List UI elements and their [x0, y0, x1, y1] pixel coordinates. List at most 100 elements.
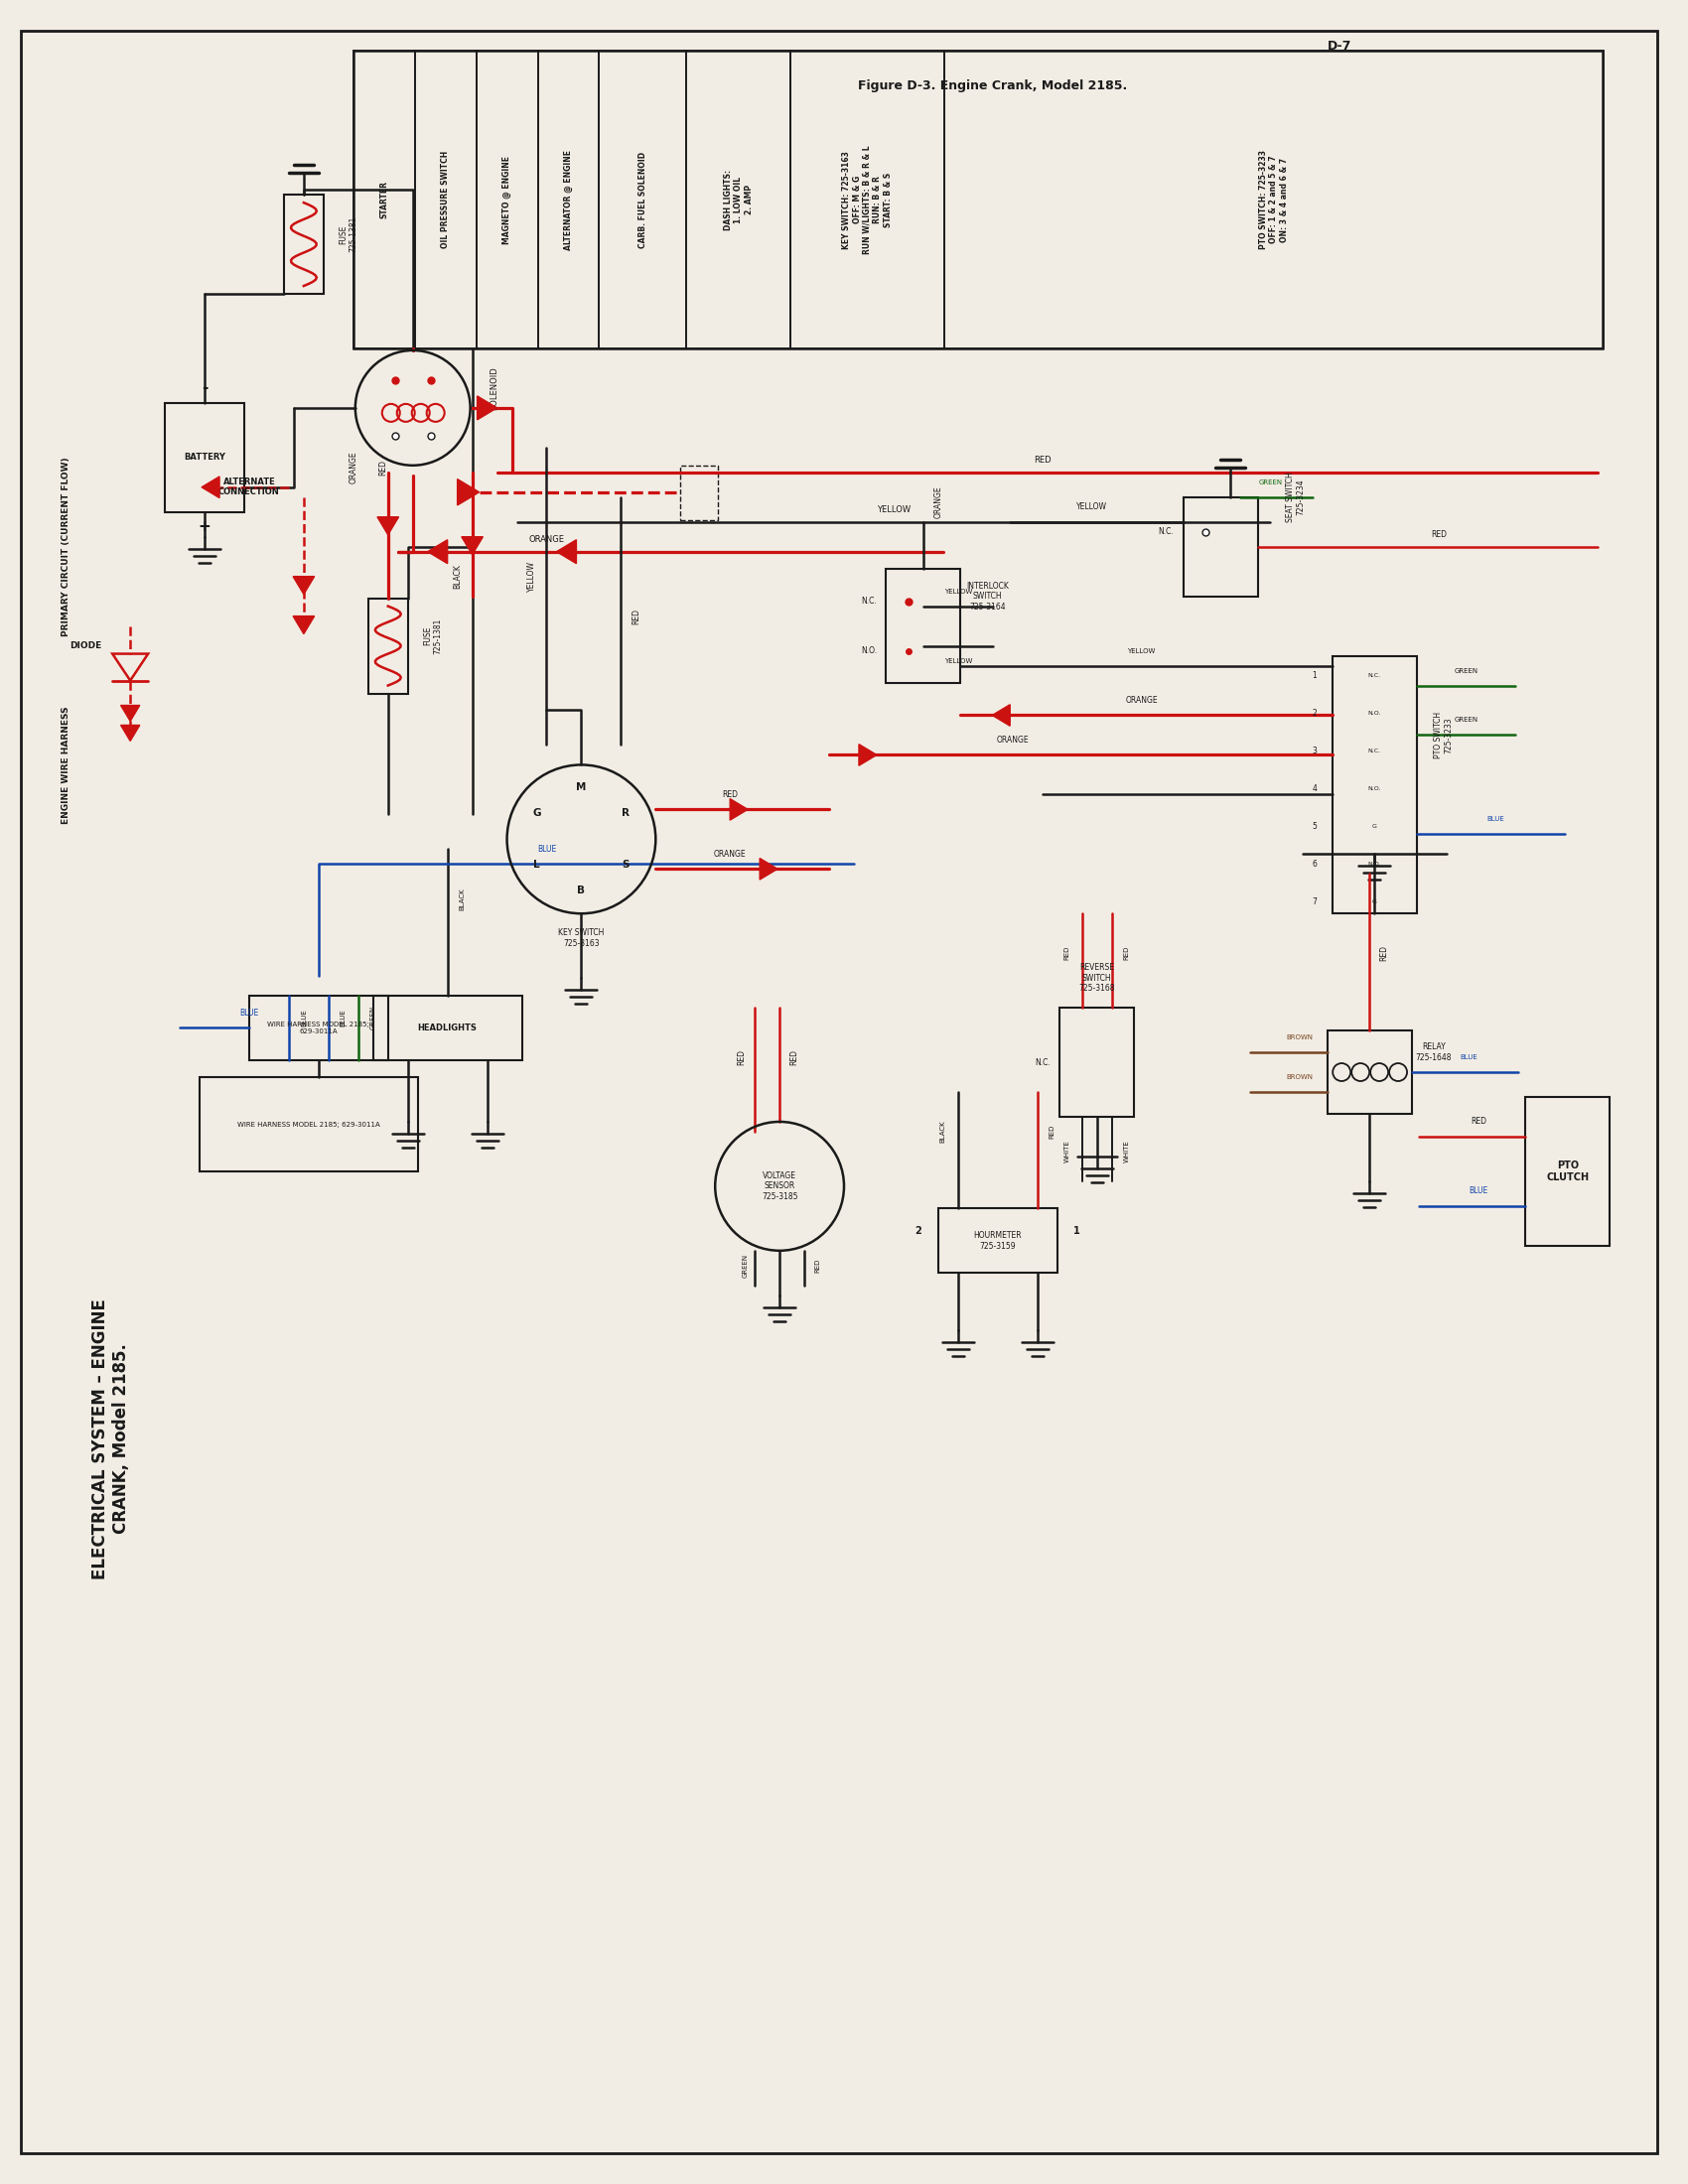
Text: RED: RED [1050, 1125, 1055, 1138]
Text: N.C.: N.C. [1367, 673, 1381, 677]
Text: 5: 5 [1312, 821, 1317, 830]
Text: OIL PRESSURE SWITCH: OIL PRESSURE SWITCH [441, 151, 451, 249]
Bar [353, 50, 415, 349]
Text: G: G [532, 808, 540, 819]
Text: 4: 4 [1312, 784, 1317, 793]
Bar [1526, 1096, 1610, 1245]
Bar [886, 570, 960, 684]
Bar [373, 996, 522, 1059]
Text: G: G [1372, 823, 1377, 828]
Text: CARB. FUEL SOLENOID: CARB. FUEL SOLENOID [638, 151, 647, 247]
Polygon shape [122, 725, 140, 740]
Polygon shape [122, 705, 140, 721]
Text: WHITE: WHITE [1124, 1140, 1129, 1162]
Text: N.O.: N.O. [1367, 710, 1381, 716]
Bar [538, 50, 599, 349]
Bar [1327, 1031, 1411, 1114]
Text: PRIMARY CIRCUIT (CURRENT FLOW): PRIMARY CIRCUIT (CURRENT FLOW) [61, 456, 71, 636]
Text: ALTERNATOR @ ENGINE: ALTERNATOR @ ENGINE [564, 149, 572, 249]
Text: GREEN: GREEN [1453, 716, 1479, 723]
Text: BLUE: BLUE [300, 1009, 307, 1026]
Text: BLACK: BLACK [940, 1120, 945, 1142]
Text: D-7: D-7 [1327, 39, 1352, 52]
Text: RED: RED [1379, 946, 1389, 961]
Text: KEY SWITCH
725-3163: KEY SWITCH 725-3163 [559, 928, 604, 948]
Text: 2: 2 [1312, 710, 1317, 719]
Text: DASH LIGHTS:
1. LOW OIL
2. AMP: DASH LIGHTS: 1. LOW OIL 2. AMP [724, 170, 753, 229]
Bar [415, 50, 476, 349]
Bar [939, 1208, 1057, 1273]
Text: ENGINE WIRE HARNESS: ENGINE WIRE HARNESS [61, 705, 71, 823]
Text: RED: RED [738, 1048, 746, 1066]
Bar [199, 1077, 417, 1171]
Text: 7: 7 [1312, 898, 1317, 906]
Text: RED: RED [1124, 946, 1129, 961]
Text: WIRE HARNESS MODEL 2185; 629-3011A: WIRE HARNESS MODEL 2185; 629-3011A [238, 1123, 380, 1127]
Text: -: - [201, 380, 208, 395]
Text: M: M [576, 782, 586, 793]
Bar [599, 50, 687, 349]
Text: WIRE HARNESS MODEL 2185;
629-3011A: WIRE HARNESS MODEL 2185; 629-3011A [267, 1022, 370, 1033]
Text: DIODE: DIODE [69, 642, 101, 651]
Text: BATTERY: BATTERY [184, 452, 226, 463]
Text: HOURMETER
725-3159: HOURMETER 725-3159 [974, 1232, 1021, 1251]
Text: B: B [577, 887, 586, 895]
Bar [944, 50, 1604, 349]
Text: FUSE
725-1381: FUSE 725-1381 [339, 216, 358, 253]
Text: RED: RED [814, 1258, 820, 1273]
Text: ELECTRICAL SYSTEM – ENGINE
CRANK, Model 2185.: ELECTRICAL SYSTEM – ENGINE CRANK, Model … [91, 1299, 130, 1579]
Text: BLUE: BLUE [537, 845, 555, 854]
Text: 6: 6 [1312, 860, 1317, 869]
Text: VOLTAGE
SENSOR
725-3185: VOLTAGE SENSOR 725-3185 [761, 1171, 798, 1201]
Bar [353, 50, 1602, 349]
Text: BLUE: BLUE [1460, 1055, 1477, 1059]
Text: YELLOW: YELLOW [944, 657, 972, 664]
Text: BLUE: BLUE [341, 1009, 346, 1026]
Polygon shape [461, 537, 483, 555]
Polygon shape [378, 518, 398, 535]
Text: 1: 1 [1312, 670, 1317, 679]
Text: BLACK: BLACK [459, 887, 466, 911]
Text: GREEN: GREEN [370, 1005, 376, 1029]
Text: BROWN: BROWN [1286, 1075, 1313, 1081]
Text: RED: RED [1431, 531, 1447, 539]
Text: N.C.: N.C. [1367, 749, 1381, 753]
Text: ORANGE: ORANGE [1126, 697, 1158, 705]
Text: ORANGE: ORANGE [349, 452, 358, 483]
Text: GREEN: GREEN [1453, 668, 1479, 673]
Bar [1060, 1007, 1134, 1116]
Text: ORANGE: ORANGE [714, 850, 746, 858]
Text: 2: 2 [915, 1225, 922, 1236]
Text: PTO SWITCH
725-3233: PTO SWITCH 725-3233 [1435, 712, 1453, 758]
Bar [284, 194, 324, 295]
Text: ORANGE: ORANGE [933, 485, 942, 518]
Text: +: + [197, 520, 211, 535]
Text: RED: RED [1063, 946, 1070, 961]
Text: INTERLOCK
SWITCH
725-3164: INTERLOCK SWITCH 725-3164 [967, 581, 1009, 612]
Bar [250, 996, 388, 1059]
Text: STARTER: STARTER [380, 181, 388, 218]
Text: RED: RED [790, 1048, 798, 1066]
Text: GREEN: GREEN [743, 1254, 748, 1278]
Text: RELAY
725-1648: RELAY 725-1648 [1416, 1042, 1452, 1061]
Text: N.O.: N.O. [1367, 786, 1381, 791]
Text: SOLENOID: SOLENOID [490, 367, 498, 411]
Text: N.C.: N.C. [861, 596, 876, 605]
Bar [476, 50, 538, 349]
Text: KEY SWITCH: 725-3163
OFF: M & G
RUN W/LIGHTS: B & R & L
RUN: B & R
START: B & S: KEY SWITCH: 725-3163 OFF: M & G RUN W/LI… [842, 146, 893, 253]
Text: G: G [1372, 900, 1377, 904]
Text: N.O.: N.O. [1367, 860, 1381, 867]
Text: RED: RED [1470, 1118, 1487, 1127]
Text: YELLOW: YELLOW [1077, 502, 1107, 511]
Bar [790, 50, 944, 349]
Text: SEAT SWITCH
725-3234: SEAT SWITCH 725-3234 [1286, 472, 1305, 522]
Polygon shape [729, 799, 748, 821]
Text: RED: RED [631, 607, 640, 625]
Text: RED: RED [722, 791, 738, 799]
Bar [687, 50, 790, 349]
Text: YELLOW: YELLOW [1128, 649, 1156, 653]
Polygon shape [201, 476, 219, 498]
Bar [680, 465, 717, 520]
Polygon shape [993, 705, 1009, 725]
Text: YELLOW: YELLOW [944, 587, 972, 594]
